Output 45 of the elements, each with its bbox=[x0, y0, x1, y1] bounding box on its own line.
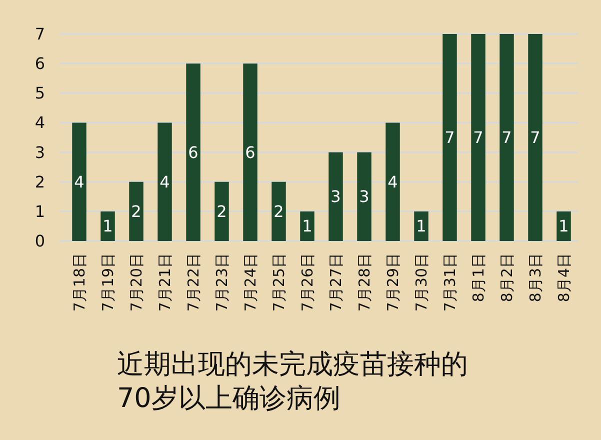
x-tick-label: 7月20日 bbox=[127, 253, 146, 312]
x-tick-label: 7月22日 bbox=[184, 253, 202, 312]
data-label: 6 bbox=[245, 142, 256, 162]
x-tick-label: 7月28日 bbox=[355, 253, 374, 312]
y-tick-label: 7 bbox=[34, 24, 46, 44]
x-tick-label: 8月4日 bbox=[554, 253, 573, 302]
data-label: 7 bbox=[473, 128, 484, 147]
data-label: 4 bbox=[160, 172, 170, 192]
y-tick-label: 3 bbox=[34, 142, 46, 162]
data-label: 7 bbox=[502, 128, 512, 147]
y-tick-label: 0 bbox=[34, 232, 46, 250]
data-label: 2 bbox=[131, 202, 142, 221]
x-tick-label: 7月23日 bbox=[212, 253, 231, 312]
x-tick-label: 7月19日 bbox=[98, 253, 117, 312]
x-tick-label: 7月25日 bbox=[270, 253, 288, 312]
x-tick-label: 8月2日 bbox=[498, 253, 516, 302]
y-tick-label: 1 bbox=[34, 202, 46, 221]
data-label: 4 bbox=[388, 172, 398, 192]
data-label: 3 bbox=[359, 187, 370, 206]
x-tick-label: 7月24日 bbox=[241, 253, 260, 312]
data-label: 1 bbox=[416, 216, 426, 236]
data-label: 7 bbox=[530, 128, 540, 147]
x-tick-label: 7月30日 bbox=[412, 253, 430, 312]
data-label: 6 bbox=[188, 142, 198, 162]
x-tick-label: 7月27日 bbox=[326, 253, 345, 312]
x-tick-label: 7月18日 bbox=[70, 253, 88, 312]
x-tick-label: 7月29日 bbox=[384, 253, 402, 312]
y-tick-label: 2 bbox=[34, 172, 46, 192]
x-tick-label: 8月3日 bbox=[526, 253, 544, 302]
x-tick-label: 8月1日 bbox=[469, 253, 488, 302]
data-label: 2 bbox=[274, 202, 284, 221]
x-tick-label: 7月26日 bbox=[298, 253, 316, 312]
data-label: 2 bbox=[216, 202, 227, 221]
data-label: 7 bbox=[444, 128, 455, 147]
y-tick-label: 4 bbox=[34, 113, 46, 132]
data-label: 1 bbox=[302, 216, 312, 236]
data-label: 3 bbox=[330, 187, 341, 206]
data-label: 4 bbox=[74, 172, 84, 192]
x-tick-label: 7月21日 bbox=[156, 253, 174, 312]
y-tick-label: 6 bbox=[34, 54, 46, 74]
text: 近期出现的未完成疫苗接种的70岁以上确诊病例 bbox=[117, 348, 469, 416]
y-tick-label: 5 bbox=[34, 84, 46, 103]
data-label: 1 bbox=[558, 216, 569, 236]
x-tick-label: 7月31日 bbox=[440, 253, 459, 312]
data-label: 1 bbox=[102, 216, 113, 236]
